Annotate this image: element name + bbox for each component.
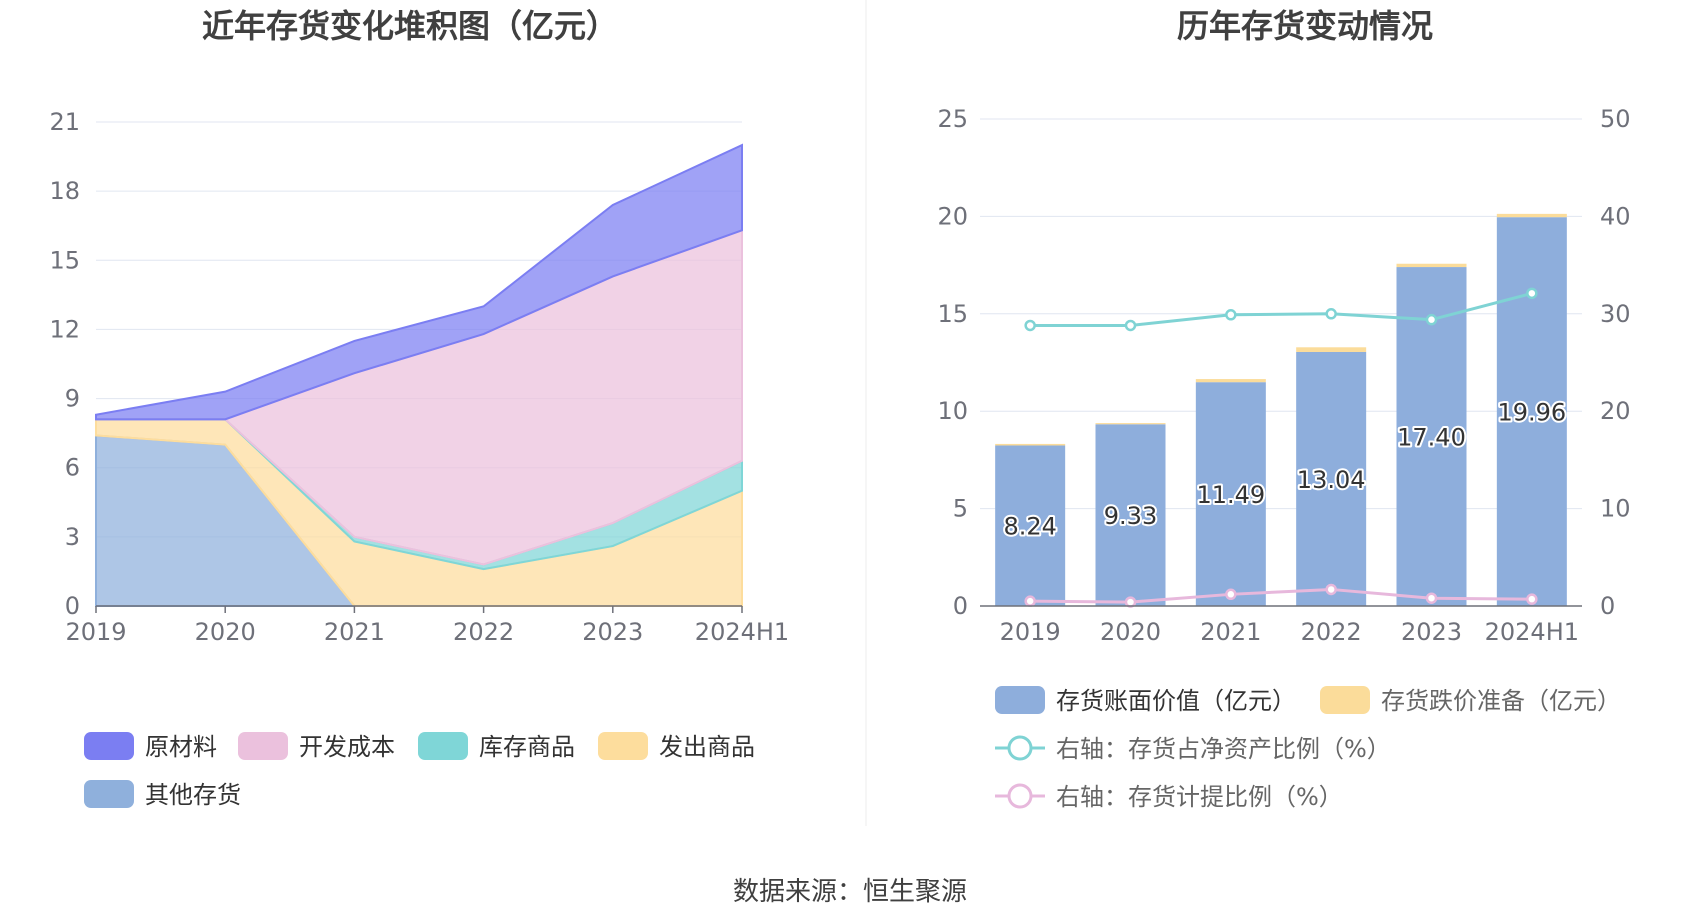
line-point-3 <box>1225 588 1237 601</box>
line-point-2 <box>1526 287 1538 300</box>
line-point-3 <box>1425 592 1438 604</box>
left-x-tick-label: 2020 <box>195 618 256 646</box>
line-point-2 <box>1024 319 1036 332</box>
data-source: 数据来源：恒生聚源 <box>733 877 967 907</box>
legend-swatch-bar-1 <box>1320 686 1370 714</box>
right-x-tick-label: 2020 <box>1100 618 1161 646</box>
right-y-right-tick-label: 50 <box>1600 105 1631 133</box>
line-point-3 <box>1325 583 1337 596</box>
bar-book-value <box>995 445 1066 606</box>
legend-label-0: 其他存货 <box>145 781 241 809</box>
bar-book-value <box>1195 382 1266 606</box>
legend-swatch-0 <box>84 780 134 808</box>
bar-data-label: 11.49 <box>1196 481 1265 509</box>
bar-provision <box>1195 379 1266 383</box>
line-point-2 <box>1124 319 1137 332</box>
stacked-area-chart: 近年存货变化堆积图（亿元） 0 3 6 9 12 15 18 21 2019 2020 2021 20… <box>49 7 789 809</box>
bar-book-value <box>1095 424 1166 606</box>
legend-swatch-3 <box>238 732 288 760</box>
right-y-left-tick-label: 25 <box>937 105 968 133</box>
left-x-tick-label: 2022 <box>453 618 514 646</box>
right-y-right-tick-label: 0 <box>1600 592 1615 620</box>
left-x-tick-label: 2021 <box>324 618 385 646</box>
legend-marker-2 <box>1007 735 1033 761</box>
left-x-tick-label: 2019 <box>65 618 126 646</box>
right-y-right-tick-label: 40 <box>1600 202 1631 230</box>
line-series-2 <box>1030 291 1533 327</box>
right-x-tick-label: 2019 <box>1000 618 1061 646</box>
right-y-left-tick-label: 15 <box>937 300 968 328</box>
bar-data-label: 9.33 <box>1104 502 1157 530</box>
legend-label-1: 发出商品 <box>659 733 755 761</box>
right-x-tick-label: 2023 <box>1401 618 1462 646</box>
bar-line-chart: 历年存货变动情况 8.24 9.33 11.49 13.04 17.40 19.96 0 5… <box>937 7 1630 811</box>
left-chart-title: 近年存货变化堆积图（亿元） <box>202 7 618 45</box>
left-y-tick-label: 15 <box>49 246 80 274</box>
legend-label-3: 开发成本 <box>299 733 395 761</box>
bar-data-label: 17.40 <box>1397 424 1466 452</box>
legend-swatch-bar-0 <box>995 686 1045 714</box>
right-lines <box>1024 287 1538 608</box>
bar-book-value <box>1296 351 1367 606</box>
legend-marker-3 <box>1007 783 1033 809</box>
line-point-2 <box>1325 308 1337 320</box>
legend-label-bar-0: 存货账面价值（亿元） <box>1056 687 1296 715</box>
right-chart-title: 历年存货变动情况 <box>1177 7 1433 45</box>
left-y-tick-label: 12 <box>49 315 80 343</box>
line-point-3 <box>1024 595 1036 607</box>
right-x-tick-label: 2022 <box>1301 618 1362 646</box>
right-legend: 存货账面价值（亿元） 存货跌价准备（亿元） 右轴：存货占净资产比例（%） 右轴：存货计… <box>995 686 1621 811</box>
right-y-right-tick-label: 30 <box>1600 300 1631 328</box>
legend-label-4: 原材料 <box>145 733 217 761</box>
left-y-tick-label: 21 <box>49 108 80 136</box>
left-x-tick-label: 2023 <box>582 618 643 646</box>
bar-data-label: 8.24 <box>1003 513 1056 541</box>
bar-provision <box>1095 423 1166 425</box>
right-y-right-tick-label: 10 <box>1600 495 1631 523</box>
left-y-tick-label: 18 <box>49 177 80 205</box>
legend-label-line-2: 右轴：存货占净资产比例（%） <box>1056 735 1391 763</box>
right-y-left-tick-label: 10 <box>937 397 968 425</box>
right-y-right-tick-label: 20 <box>1600 397 1631 425</box>
line-point-3 <box>1526 593 1538 605</box>
area-series-4 <box>95 143 743 421</box>
legend-label-bar-1: 存货跌价准备（亿元） <box>1381 687 1621 715</box>
right-axis: 0 5 10 15 20 25 0 10 20 30 40 50 2019 2020 2021 2022 202… <box>937 105 1630 646</box>
right-x-tick-label: 2024H1 <box>1485 618 1579 646</box>
legend-label-2: 库存商品 <box>479 733 575 761</box>
right-y-left-tick-label: 5 <box>953 495 968 523</box>
legend-swatch-4 <box>84 732 134 760</box>
bar-book-value <box>1496 217 1567 606</box>
left-x-tick-label: 2024H1 <box>695 618 789 646</box>
left-axis: 0 3 6 9 12 15 18 21 2019 2020 2021 2022 2023 2024H1 <box>49 108 789 646</box>
line-point-2 <box>1225 309 1237 321</box>
line-series-3 <box>1030 587 1532 604</box>
right-y-left-tick-label: 20 <box>937 202 968 230</box>
legend-swatch-1 <box>598 732 648 760</box>
left-y-tick-label: 3 <box>65 523 80 551</box>
line-point-2 <box>1425 313 1438 326</box>
bar-provision <box>1496 213 1567 218</box>
right-bars: 8.24 9.33 11.49 13.04 17.40 19.96 <box>995 213 1568 606</box>
bar-provision <box>1296 347 1367 352</box>
left-y-tick-label: 9 <box>65 385 80 413</box>
right-x-tick-label: 2021 <box>1200 618 1261 646</box>
bar-data-label: 13.04 <box>1297 466 1366 494</box>
legend-swatch-2 <box>418 732 468 760</box>
left-y-tick-label: 0 <box>65 592 80 620</box>
bar-data-label: 19.96 <box>1497 399 1566 427</box>
right-y-left-tick-label: 0 <box>953 592 968 620</box>
bar-provision <box>1396 263 1467 268</box>
left-y-tick-label: 6 <box>65 454 80 482</box>
left-areas <box>95 143 743 607</box>
bar-provision <box>995 443 1066 446</box>
legend-label-line-3: 右轴：存货计提比例（%） <box>1056 783 1343 811</box>
